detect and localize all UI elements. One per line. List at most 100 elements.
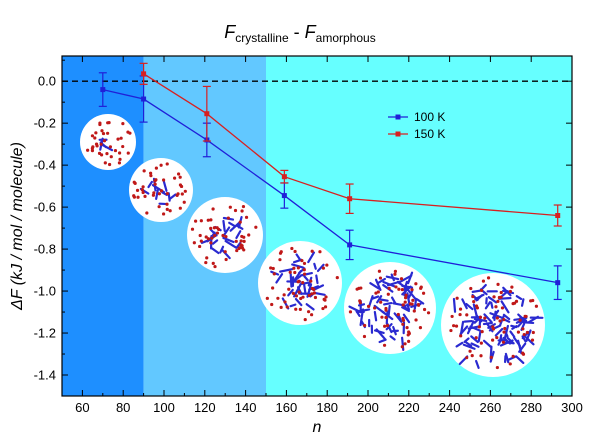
molecule-atom [516, 330, 521, 334]
molecule-atom [393, 272, 397, 276]
molecule-bond [502, 286, 512, 297]
y-tick-label: -0.4 [34, 158, 56, 173]
molecule-atom [478, 315, 483, 319]
molecule-bond [291, 263, 305, 269]
legend-item-150-k: 150 K [388, 127, 445, 141]
inset-disc [258, 241, 342, 325]
molecule-atom [154, 166, 158, 170]
molecule-bond [390, 296, 397, 305]
molecule-atom [414, 318, 418, 322]
cluster-inset-4 [258, 241, 342, 325]
molecule-atom [400, 287, 404, 292]
molecule-atom [534, 304, 539, 308]
molecule-atom [403, 300, 407, 304]
molecule-atom [242, 239, 246, 243]
y-tick-label: 0.0 [38, 74, 56, 89]
molecule-atom [499, 290, 503, 295]
molecule-atom [474, 336, 478, 340]
molecule-atom [141, 190, 145, 195]
molecule-bond [517, 319, 528, 324]
molecule-atom [411, 298, 415, 302]
plot-frame [61, 55, 573, 397]
molecule-bond [385, 275, 400, 281]
molecule-bond [167, 192, 171, 202]
molecule-atom [100, 129, 104, 133]
molecule-bond [293, 270, 302, 282]
molecule-atom [94, 131, 98, 135]
molecule-atom [238, 246, 242, 250]
molecule-atom [118, 157, 122, 161]
molecule-atom [215, 231, 220, 235]
molecule-atom [210, 236, 214, 240]
molecule-bond [378, 338, 387, 344]
molecule-atom [235, 248, 239, 253]
molecule-atom [269, 266, 273, 270]
molecule-atom [363, 323, 367, 328]
molecule-atom [240, 234, 244, 239]
molecule-bond [470, 335, 479, 344]
molecule-atom [306, 310, 311, 314]
molecule-atom [86, 148, 90, 152]
molecule-atom [496, 282, 500, 286]
x-tick-label: 220 [398, 400, 420, 415]
data-point [141, 71, 147, 77]
molecule-atom [209, 226, 213, 230]
molecule-atom [209, 218, 213, 222]
molecule-bond [401, 285, 412, 296]
molecule-atom [224, 235, 228, 239]
molecule-bond [210, 247, 220, 255]
x-tick-label: 240 [439, 400, 461, 415]
molecule-bond [464, 341, 473, 348]
molecule-bond [224, 239, 238, 249]
molecule-atom [141, 185, 145, 189]
molecule-atom [454, 324, 459, 328]
molecule-atom [531, 330, 535, 335]
molecule-atom [154, 178, 158, 182]
molecule-atom [495, 316, 499, 320]
x-tick-label: 80 [116, 400, 130, 415]
molecule-atom [358, 301, 362, 305]
molecule-atom [292, 266, 296, 270]
molecule-atom [500, 306, 505, 310]
molecule-atom [302, 268, 306, 272]
molecule-bond [386, 280, 401, 287]
molecule-atom [508, 289, 513, 294]
molecule-atom [479, 341, 483, 345]
molecule-atom [418, 325, 423, 330]
molecule-atom [405, 326, 409, 330]
x-tick-label: 300 [561, 400, 583, 415]
molecule-atom [475, 306, 480, 310]
molecule-bond [295, 253, 301, 260]
molecule-atom [178, 183, 183, 187]
molecule-atom [178, 175, 182, 179]
molecule-atom [397, 287, 401, 291]
molecule-bond [521, 335, 527, 343]
molecule-atom [142, 169, 146, 173]
molecule-atom [501, 340, 506, 344]
molecule-atom [471, 294, 475, 299]
molecule-bond [385, 323, 393, 331]
molecule-atom [401, 318, 406, 323]
molecule-bond [313, 262, 317, 270]
molecule-atom [135, 188, 140, 192]
molecule-bond [482, 339, 492, 348]
molecule-atom [157, 192, 161, 196]
molecule-atom [403, 342, 407, 346]
molecule-atom [458, 307, 463, 311]
molecule-atom [404, 296, 408, 300]
molecule-bond [168, 193, 177, 200]
molecule-atom [143, 194, 147, 198]
molecule-atom [378, 276, 383, 280]
y-axis-ticks: 0.0 -0.2 -0.4 -0.6 -0.8 -1.0 -1.2 -1.4 [34, 59, 572, 397]
y-tick-label: -1.4 [34, 368, 56, 383]
molecule-atom [291, 291, 296, 295]
molecule-bond [470, 342, 480, 348]
molecule-bond [504, 352, 510, 364]
molecule-atom [399, 277, 404, 281]
molecule-atom [223, 250, 227, 254]
molecule-atom [310, 313, 314, 317]
molecule-atom [241, 204, 246, 209]
molecule-atom [294, 294, 299, 298]
molecule-atom [455, 296, 459, 300]
molecule-bond [402, 313, 411, 324]
